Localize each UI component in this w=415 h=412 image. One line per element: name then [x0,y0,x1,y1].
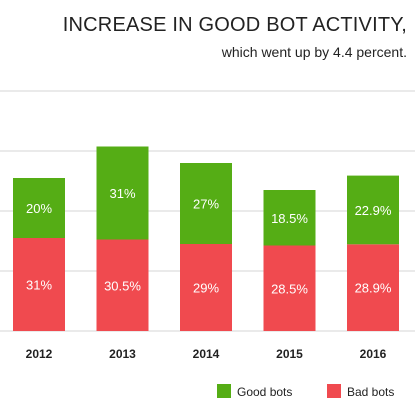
bar-bad-bots-2014 [180,244,232,331]
data-label-good-bots-2014: 27% [193,197,219,212]
x-axis-ticks: 2012 2013 2014 2015 2016 [26,347,387,361]
bars: 31% 20% 30.5% 31% 29% 27% 28.5% 18.5% 28.9% 22.9% [13,146,399,331]
legend-label-good-bots: Good bots [237,385,292,399]
data-label-good-bots-2012: 20% [26,201,52,216]
x-tick-label-2015: 2015 [276,347,303,361]
legend-swatch-bad-bots [327,384,341,398]
data-label-bad-bots-2014: 29% [193,281,219,296]
bar-bad-bots-2015 [263,245,316,331]
x-tick-label-2012: 2012 [26,347,53,361]
chart-subtitle: which went up by 4.4 percent. [221,44,407,60]
x-tick-label-2016: 2016 [360,347,387,361]
data-label-bad-bots-2016: 28.9% [355,281,392,296]
legend-swatch-good-bots [217,384,231,398]
data-label-bad-bots-2012: 31% [26,278,52,293]
bar-good-bots-2014 [180,163,232,244]
bar-good-bots-2013 [96,146,149,240]
x-tick-label-2013: 2013 [109,347,136,361]
legend: Good bots Bad bots [217,384,394,399]
bar-good-bots-2015 [263,190,316,246]
data-label-good-bots-2015: 18.5% [271,211,308,226]
data-label-bad-bots-2013: 30.5% [104,278,141,293]
chart-title: INCREASE IN GOOD BOT ACTIVITY, [62,14,407,36]
bar-good-bots-2012 [13,178,65,238]
legend-label-bad-bots: Bad bots [347,385,394,399]
x-tick-label-2014: 2014 [193,347,220,361]
bar-bad-bots-2016 [347,244,399,331]
bar-bad-bots-2012 [13,238,65,331]
bar-good-bots-2016 [347,175,399,245]
data-label-bad-bots-2015: 28.5% [271,281,308,296]
data-label-good-bots-2013: 31% [109,186,135,201]
bar-bad-bots-2013 [96,239,149,331]
data-label-good-bots-2016: 22.9% [355,203,392,218]
